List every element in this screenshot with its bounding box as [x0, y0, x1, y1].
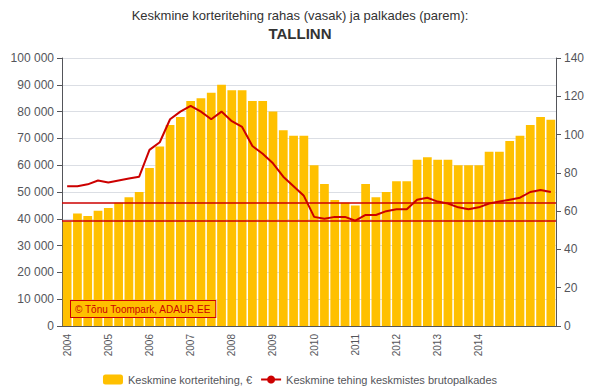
svg-text:60: 60	[564, 204, 578, 218]
svg-text:2012: 2012	[391, 334, 402, 357]
svg-text:2004: 2004	[62, 334, 73, 357]
svg-text:© Tõnu Toompark, ADAUR.EE: © Tõnu Toompark, ADAUR.EE	[75, 304, 211, 315]
svg-text:0: 0	[47, 319, 54, 333]
svg-text:50 000: 50 000	[17, 185, 54, 199]
svg-text:120: 120	[564, 89, 584, 103]
svg-text:2006: 2006	[144, 334, 155, 357]
svg-text:140: 140	[564, 51, 584, 65]
svg-text:2005: 2005	[103, 334, 114, 357]
svg-text:70 000: 70 000	[17, 131, 54, 145]
svg-text:10 000: 10 000	[17, 292, 54, 306]
svg-text:2014: 2014	[473, 334, 484, 357]
svg-text:2010: 2010	[309, 334, 320, 357]
svg-text:20 000: 20 000	[17, 265, 54, 279]
svg-text:90 000: 90 000	[17, 78, 54, 92]
svg-text:2009: 2009	[267, 334, 278, 357]
svg-text:40 000: 40 000	[17, 212, 54, 226]
svg-text:60 000: 60 000	[17, 158, 54, 172]
svg-text:100: 100	[564, 128, 584, 142]
svg-text:20: 20	[564, 281, 578, 295]
svg-text:2013: 2013	[432, 334, 443, 357]
svg-text:Keskmine korteritehing rahas (: Keskmine korteritehing rahas (vasak) ja …	[132, 8, 469, 23]
svg-text:0: 0	[564, 319, 571, 333]
svg-text:2008: 2008	[226, 334, 237, 357]
svg-text:Keskmine korteritehing, €: Keskmine korteritehing, €	[128, 374, 252, 386]
svg-text:2011: 2011	[350, 334, 361, 356]
svg-text:80 000: 80 000	[17, 105, 54, 119]
svg-text:2007: 2007	[185, 334, 196, 357]
svg-text:40: 40	[564, 242, 578, 256]
svg-text:100 000: 100 000	[11, 51, 55, 65]
svg-text:TALLINN: TALLINN	[268, 25, 331, 42]
svg-text:30 000: 30 000	[17, 239, 54, 253]
svg-text:80: 80	[564, 166, 578, 180]
svg-text:Keskmine tehing keskmistes bru: Keskmine tehing keskmistes brutopalkades	[286, 374, 497, 386]
